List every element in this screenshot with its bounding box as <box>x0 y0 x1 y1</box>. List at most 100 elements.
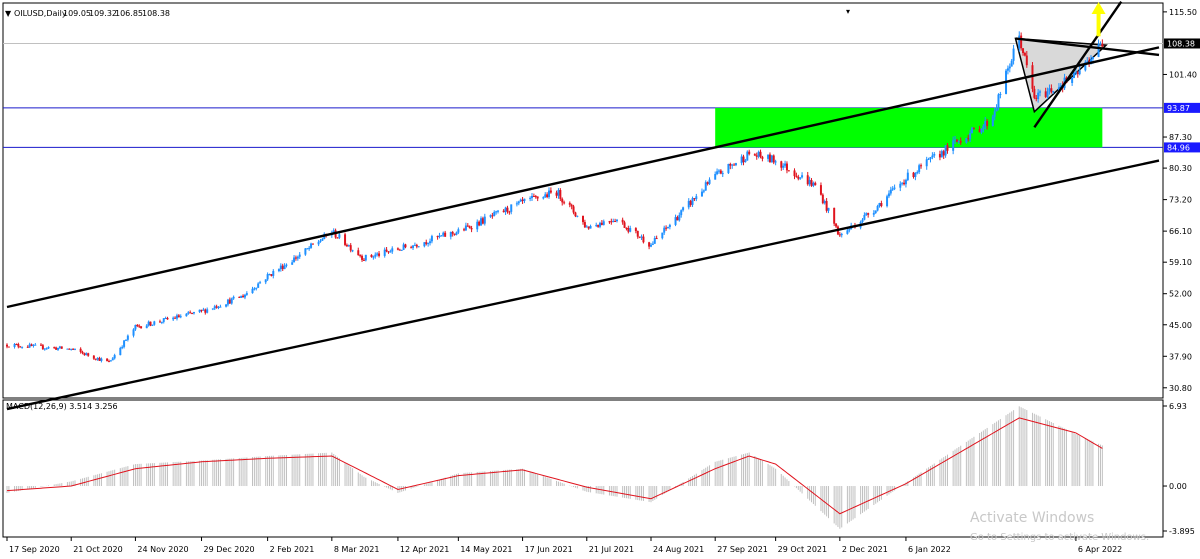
candle-body <box>332 230 335 233</box>
macd-frame <box>2 399 1164 538</box>
candle-body <box>967 138 970 140</box>
candle-body <box>98 357 101 361</box>
candle-body <box>508 211 511 213</box>
candle-body <box>748 151 751 155</box>
candle-body <box>478 221 481 226</box>
candle-body <box>174 317 177 319</box>
candle-body <box>846 230 849 234</box>
candle-body <box>678 215 681 221</box>
time-tick-label: 21 Jul 2021 <box>589 545 634 554</box>
candle-body <box>1097 44 1100 58</box>
candle-body <box>19 346 22 348</box>
candle-body <box>872 212 875 215</box>
candle-body <box>1071 77 1074 83</box>
candle-body <box>504 207 507 213</box>
candle-body <box>400 249 403 251</box>
candle-body <box>436 236 439 238</box>
candle-body <box>1010 60 1013 67</box>
price-tick-label: 59.10 <box>1169 258 1192 267</box>
candle-body <box>1044 91 1047 97</box>
candle-body <box>345 244 348 247</box>
candle-body <box>559 190 562 199</box>
candle-body <box>755 155 758 157</box>
candle-body <box>663 227 666 233</box>
candle-body <box>1039 91 1042 93</box>
candle-body <box>1022 48 1025 53</box>
candle-body <box>999 93 1002 95</box>
candle-body <box>704 182 707 191</box>
candle-body <box>107 361 110 363</box>
candle-body <box>15 344 18 346</box>
candle-body <box>370 254 373 258</box>
candle-body <box>425 242 428 244</box>
candle-body <box>47 347 50 349</box>
candle-body <box>615 219 618 222</box>
ohlc-open: 109.05 <box>63 9 91 18</box>
candle-body <box>978 128 981 133</box>
candle-body <box>242 295 245 298</box>
candle-body <box>1012 48 1015 61</box>
candle-body <box>719 170 722 174</box>
price-label-box <box>1164 38 1200 49</box>
candle-body <box>506 207 509 212</box>
price-label-box <box>1164 102 1200 113</box>
candle-body <box>440 235 443 237</box>
candle-body <box>891 188 894 190</box>
candle-body <box>693 198 696 200</box>
candle-body <box>151 324 154 326</box>
candle-body <box>281 265 284 270</box>
candle-body <box>984 120 987 126</box>
candle-body <box>41 345 44 349</box>
candle-body <box>1099 43 1102 45</box>
candle-body <box>648 242 651 247</box>
candle-body <box>1091 57 1094 60</box>
candle-body <box>481 218 484 224</box>
candle-body <box>721 173 724 175</box>
candle-body <box>34 344 37 346</box>
candle-body <box>306 248 309 250</box>
candle-body <box>179 316 182 318</box>
candle-body <box>136 325 139 327</box>
candle-body <box>357 250 360 256</box>
candle-body <box>570 204 573 207</box>
candle-body <box>838 234 841 236</box>
candle-body <box>772 155 775 163</box>
candle-body <box>126 335 129 340</box>
scroll-marker-icon[interactable]: ▾ <box>846 7 850 16</box>
candle-body <box>489 215 492 217</box>
trendline <box>1015 37 1160 57</box>
candle-body <box>972 127 975 129</box>
candle-body <box>387 251 390 253</box>
candle-body <box>79 348 82 352</box>
candle-body <box>30 344 33 346</box>
candle-body <box>451 232 454 234</box>
time-tick-label: 17 Sep 2020 <box>9 545 60 554</box>
candle-body <box>680 210 683 216</box>
candle-body <box>880 203 883 207</box>
candle-body <box>969 133 972 139</box>
candle-body <box>438 235 441 237</box>
time-tick-label: 12 Apr 2021 <box>400 545 449 554</box>
candle-body <box>651 243 654 245</box>
candle-body <box>70 348 73 350</box>
candle-body <box>270 274 273 276</box>
candle-body <box>997 94 1000 108</box>
candle-body <box>45 348 48 350</box>
candle-body <box>495 211 498 213</box>
candle-body <box>177 315 180 318</box>
candle-body <box>43 348 46 350</box>
triangle-down-icon[interactable]: ▼ <box>5 9 12 18</box>
time-tick-label: 2 Feb 2021 <box>270 545 315 554</box>
zone-rect <box>715 107 1103 148</box>
macd-axis: 6.93 0.00 -3.895 <box>1163 402 1195 536</box>
candle-body <box>444 232 447 237</box>
candle-body <box>385 249 388 252</box>
candle-body <box>768 154 771 163</box>
candle-body <box>285 264 288 266</box>
candle-body <box>476 221 479 230</box>
candle-body <box>410 247 413 249</box>
candle-body <box>780 161 783 168</box>
candle-body <box>243 294 246 298</box>
candle-body <box>965 138 968 143</box>
